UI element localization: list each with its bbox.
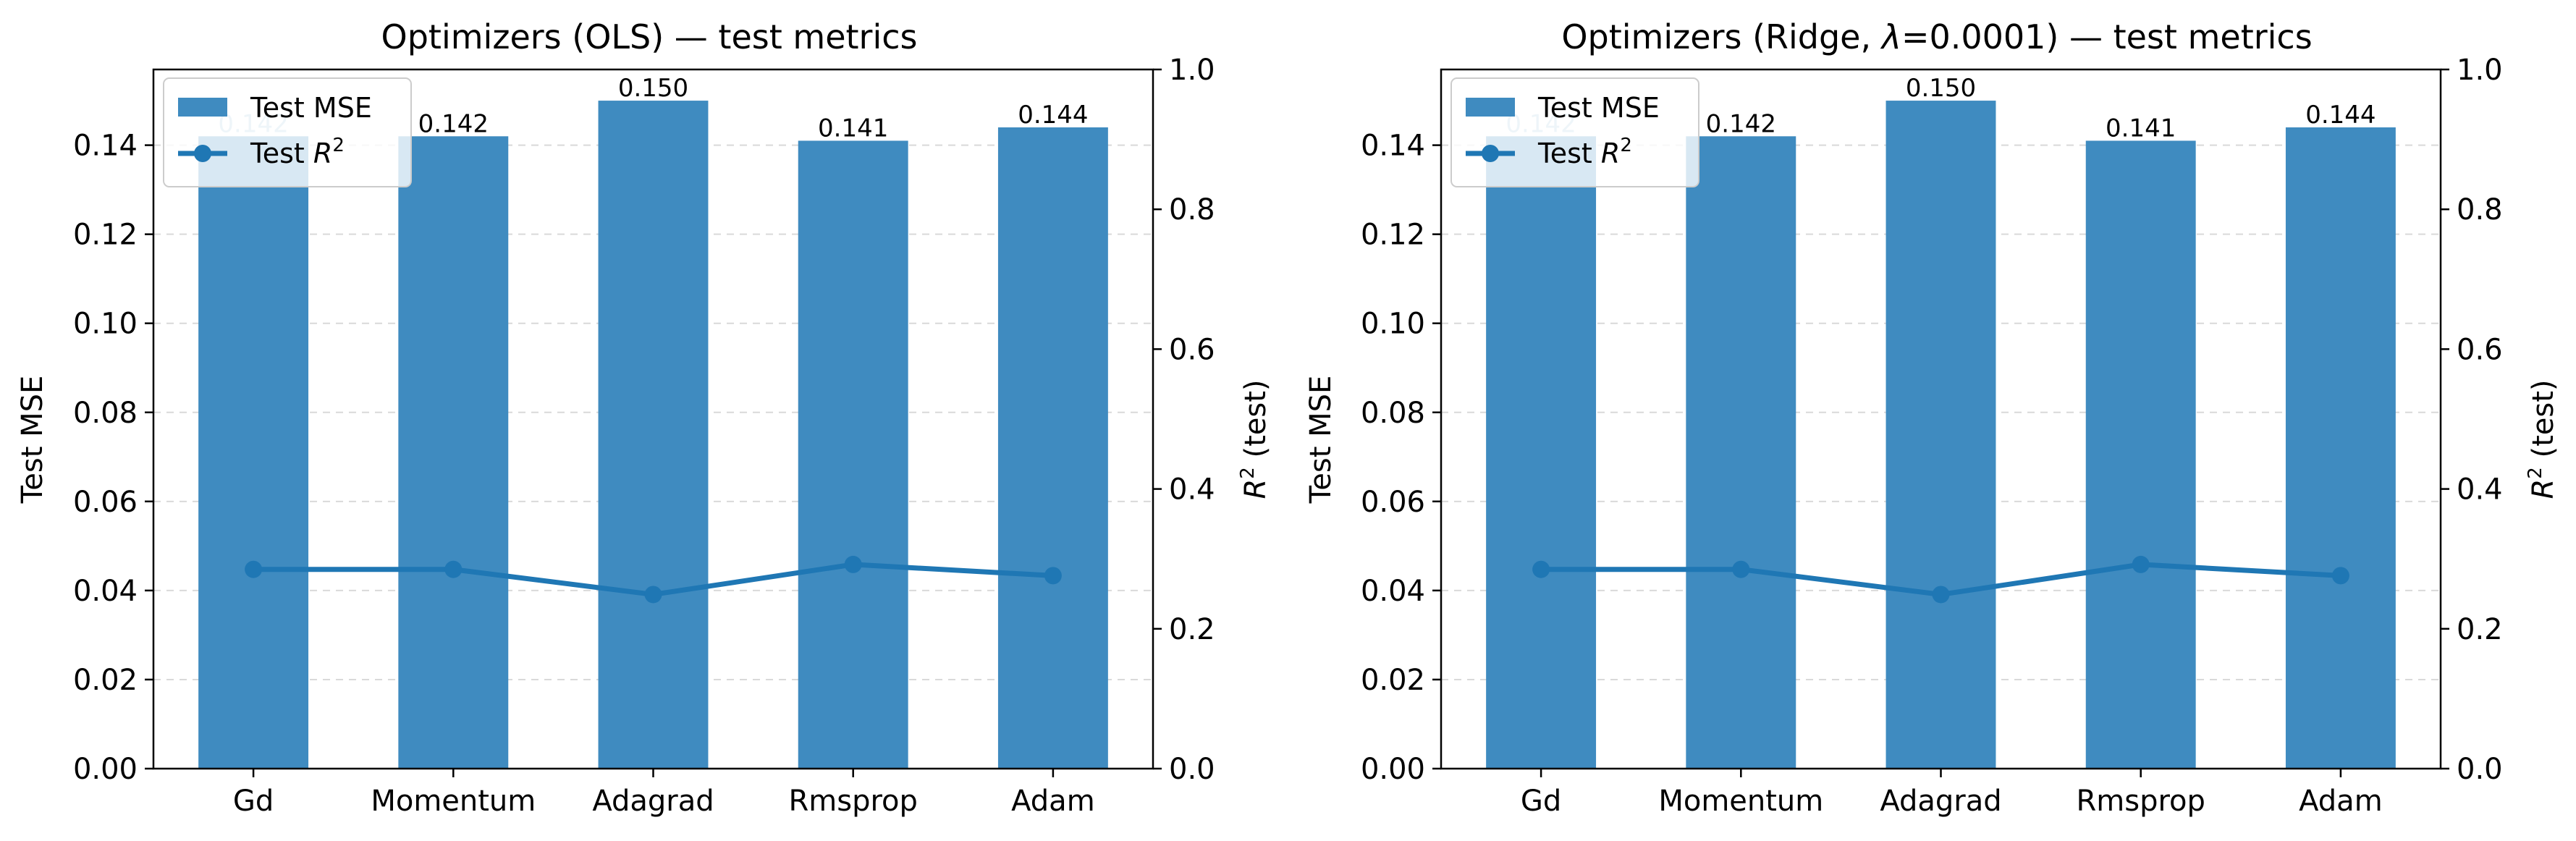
y-tick-label-left: 0.12: [1361, 219, 1425, 252]
y-tick-label-right: 1.0: [2457, 54, 2503, 87]
y-tick-label-left: 0.06: [73, 486, 138, 519]
bar-value-label: 0.150: [1906, 74, 1976, 103]
r2-point: [2132, 555, 2150, 573]
legend: Test MSE Test R2: [163, 77, 412, 187]
axes: 0.00 0.02 0.04 0.06 0.08 0.10 0.12 0.14 0.0 0.2 0.…: [73, 54, 1215, 818]
y-tick-label-right: 0.6: [1169, 333, 1215, 366]
y-tick-label-left: 0.12: [73, 219, 138, 252]
x-tick-label: Adam: [2299, 785, 2383, 818]
legend-swatch-bar: [178, 98, 227, 117]
legend-label-test-r2: Test R2: [250, 135, 345, 169]
r2-point: [444, 560, 463, 578]
y-tick-label-right: 0.4: [1169, 473, 1215, 507]
bar-rmsprop: [2085, 140, 2196, 769]
plot-frame: [1440, 68, 2442, 770]
x-tick-label: Adam: [1011, 785, 1095, 818]
x-tick-label: Momentum: [371, 785, 536, 818]
legend-swatch-marker: [194, 145, 211, 162]
r2-point: [245, 560, 263, 578]
r2-line-series: [245, 555, 1062, 604]
r2-line-series: [1532, 555, 2349, 604]
chart-title: Optimizers (OLS) — test metrics: [381, 17, 918, 56]
y-axis-label-right: R2 (test): [2525, 379, 2560, 499]
y-tick-label-left: 0.04: [73, 575, 138, 608]
y-tick-label-right: 0.8: [2457, 193, 2503, 227]
chart-title: Optimizers (Ridge, λ=0.0001) — test metr…: [1561, 17, 2312, 56]
y-tick-label-right: 0.0: [2457, 753, 2503, 786]
axes: 0.00 0.02 0.04 0.06 0.08 0.10 0.12 0.14 0.0 0.2 0.…: [1361, 54, 2503, 818]
y-axis-label-left: Test MSE: [16, 376, 49, 504]
r2-point: [1732, 560, 1750, 578]
bar-value-label: 0.141: [818, 114, 888, 143]
x-tick-label: Rmsprop: [788, 785, 917, 818]
x-tick-label: Momentum: [1658, 785, 1823, 818]
x-tick-label: Gd: [233, 785, 274, 818]
chart-panel-ols: Optimizers (OLS) — test metrics 0.142 0.1…: [16, 17, 1272, 818]
legend-swatch-bar: [1466, 98, 1515, 117]
r2-point: [1932, 586, 1950, 604]
y-tick-label-left: 0.02: [1361, 664, 1425, 697]
y-tick-label-right: 0.8: [1169, 193, 1215, 227]
bars: [198, 101, 1108, 769]
bar-value-label: 0.144: [2305, 101, 2376, 130]
bar-adagrad: [598, 101, 709, 769]
r2-point: [1044, 567, 1062, 585]
x-tick-label: Rmsprop: [2076, 785, 2205, 818]
bar-gd: [198, 136, 309, 769]
y-tick-label-right: 0.4: [2457, 473, 2503, 507]
bar-rmsprop: [798, 140, 908, 769]
y-tick-label-right: 1.0: [1169, 54, 1215, 87]
legend-label-test-mse: Test MSE: [1537, 92, 1660, 124]
y-tick-label-left: 0.04: [1361, 575, 1425, 608]
y-tick-label-left: 0.06: [1361, 486, 1425, 519]
legend-label-test-mse: Test MSE: [250, 92, 372, 124]
y-tick-label-left: 0.14: [73, 130, 138, 163]
bar-momentum: [1686, 136, 1796, 769]
y-tick-label-left: 0.14: [1361, 130, 1425, 163]
bar-gd: [1486, 136, 1597, 769]
y-tick-label-left: 0.00: [73, 753, 138, 786]
legend-swatch-marker: [1482, 145, 1499, 162]
y-tick-label-right: 0.0: [1169, 753, 1215, 786]
y-axis-label-right: R2 (test): [1237, 379, 1272, 499]
y-tick-label-left: 0.00: [1361, 753, 1425, 786]
bar-value-label: 0.150: [618, 74, 688, 103]
bar-adam: [2285, 127, 2396, 769]
bar-value-label: 0.142: [1706, 109, 1776, 138]
y-tick-label-left: 0.08: [73, 397, 138, 430]
bar-adam: [997, 127, 1108, 769]
y-tick-label-left: 0.08: [1361, 397, 1425, 430]
y-tick-label-left: 0.10: [73, 308, 138, 341]
legend: Test MSE Test R2: [1450, 77, 1699, 187]
y-tick-label-right: 0.2: [1169, 613, 1215, 646]
r2-point: [2331, 567, 2349, 585]
bar-adagrad: [1885, 101, 1996, 769]
x-tick-label: Gd: [1521, 785, 1561, 818]
y-tick-label-left: 0.02: [73, 664, 138, 697]
bars: [1486, 101, 2396, 769]
y-tick-label-right: 0.6: [2457, 333, 2503, 366]
x-tick-label: Adagrad: [592, 785, 714, 818]
chart-panel-ridge: Optimizers (Ridge, λ=0.0001) — test metr…: [1304, 17, 2560, 818]
y-tick-label-right: 0.2: [2457, 613, 2503, 646]
r2-point: [1532, 560, 1550, 578]
bar-momentum: [398, 136, 509, 769]
bar-value-label: 0.144: [1018, 101, 1088, 130]
x-tick-label: Adagrad: [1880, 785, 2001, 818]
y-axis-label-left: Test MSE: [1304, 376, 1338, 504]
plot-frame: [152, 68, 1154, 770]
r2-point: [844, 555, 862, 573]
y-tick-label-left: 0.10: [1361, 308, 1425, 341]
r2-point: [644, 586, 662, 604]
bar-value-label: 0.141: [2106, 114, 2176, 143]
legend-label-test-r2: Test R2: [1537, 135, 1632, 169]
bar-value-label: 0.142: [418, 109, 489, 138]
